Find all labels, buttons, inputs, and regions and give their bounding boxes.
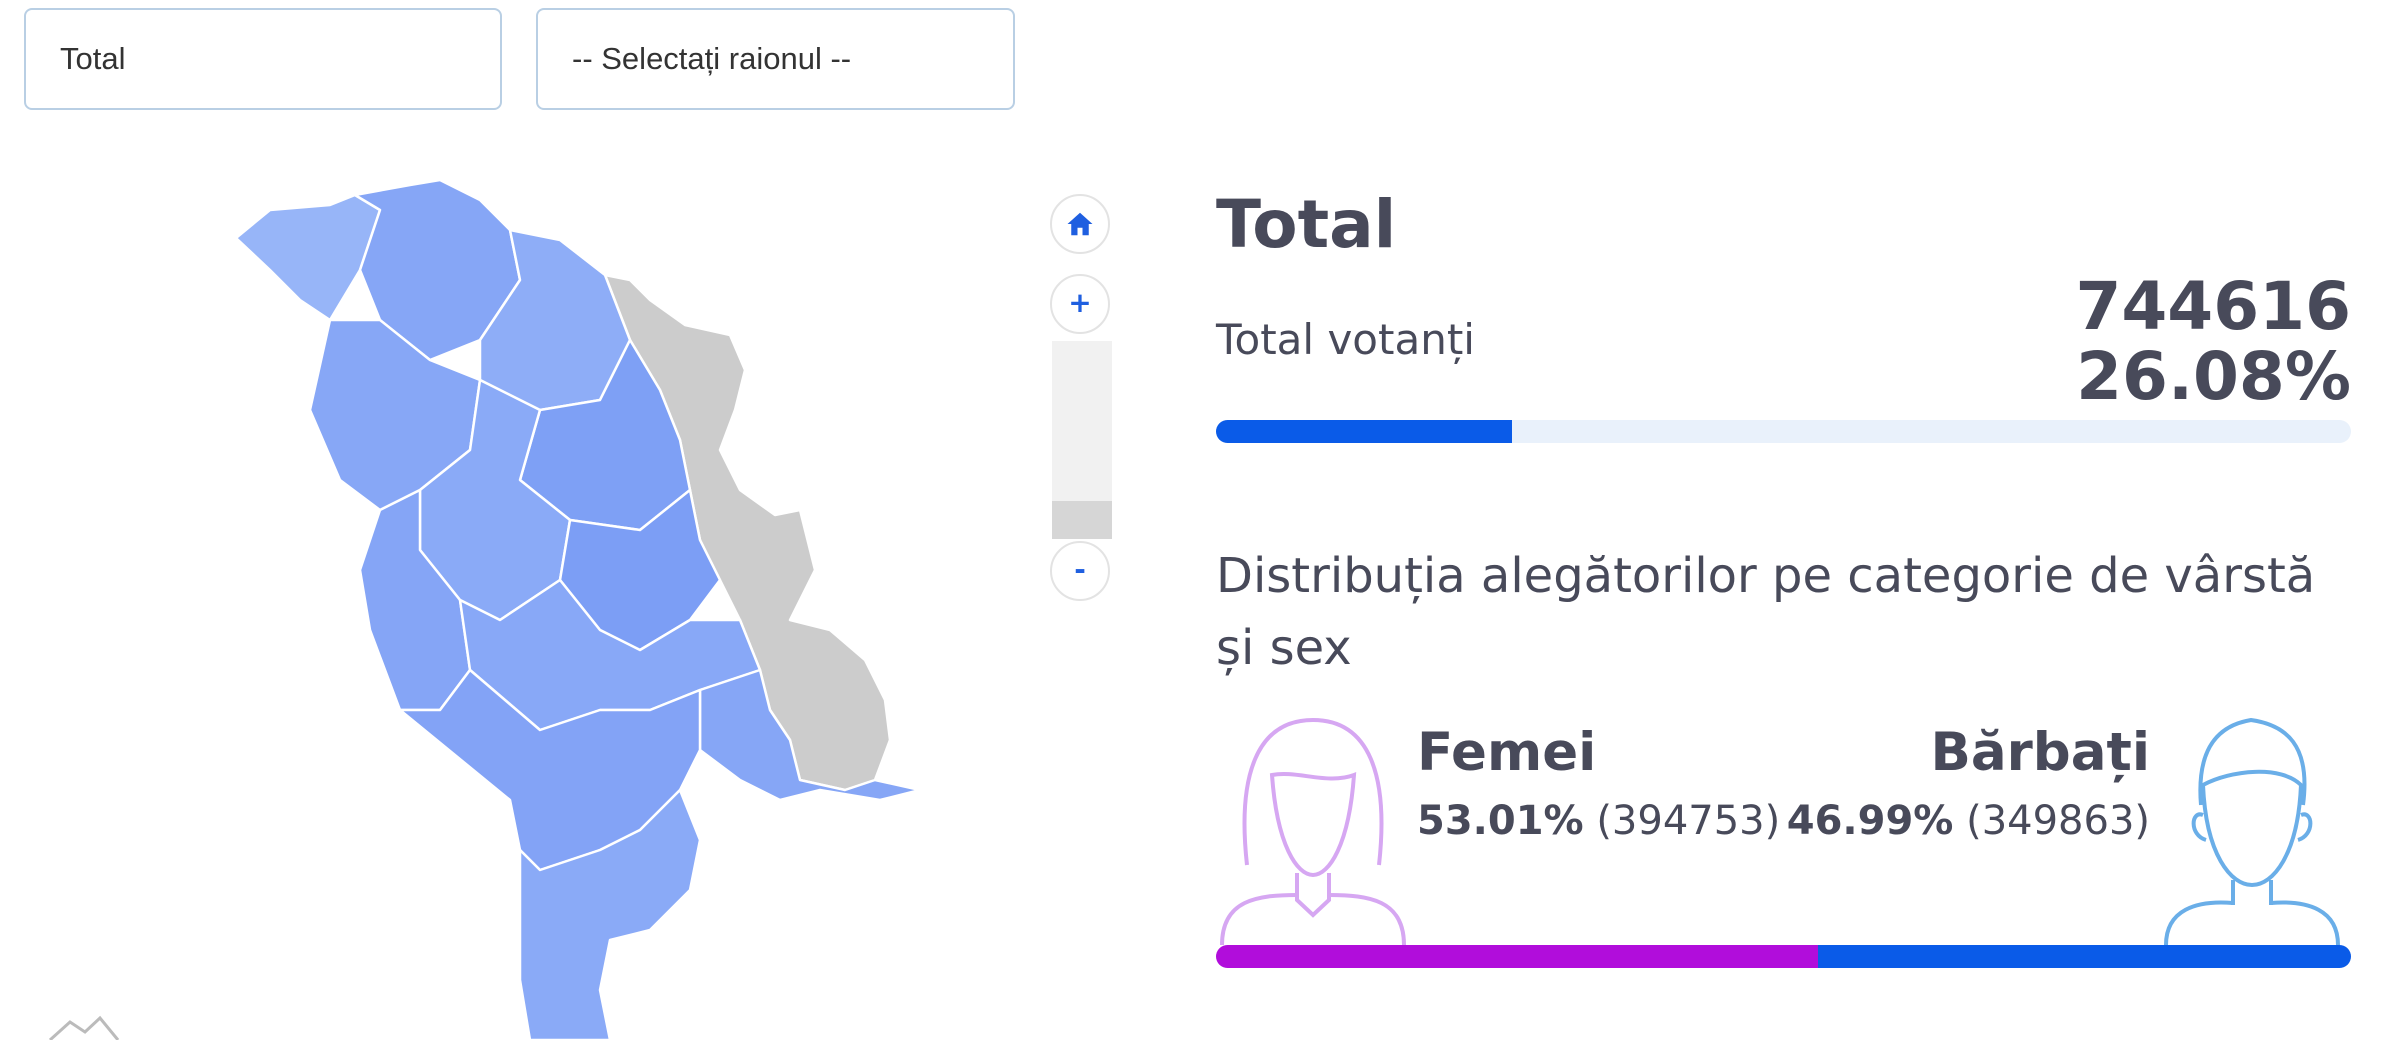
zoom-handle[interactable] (1052, 501, 1112, 539)
women-count: (394753) (1596, 798, 1781, 844)
distribution-title: Distribuția alegătorilor pe categorie de… (1216, 548, 2316, 676)
region-select[interactable]: Total (24, 8, 502, 110)
zoom-in-button[interactable]: + (1050, 274, 1110, 334)
women-stats: 53.01% (394753) (1417, 798, 1780, 844)
map[interactable] (0, 150, 960, 1040)
gender-track (1216, 945, 2351, 968)
district-select[interactable]: -- Selectați raionul -- (536, 8, 1015, 110)
women-label: Femei (1417, 722, 1597, 783)
men-bar (1817, 945, 2351, 968)
logo (48, 1015, 120, 1040)
home-icon (1067, 212, 1093, 236)
women-bar (1216, 945, 1818, 968)
summary-title: Total (1216, 186, 1397, 263)
women-share: 53.01% (1417, 798, 1584, 844)
map-region[interactable] (698, 668, 922, 802)
home-button[interactable] (1050, 194, 1110, 254)
turnout-percent: 26.08% (2076, 338, 2351, 415)
zoom-slider[interactable] (1052, 341, 1112, 539)
men-label: Bărbați (1930, 722, 2150, 783)
map-region[interactable] (518, 788, 702, 1040)
men-share: 46.99% (1786, 798, 1954, 844)
turnout-bar (1216, 420, 1512, 443)
men-count: (349863) (1966, 798, 2150, 844)
women-icon (1220, 717, 1406, 945)
men-icon (2164, 717, 2340, 945)
map-region[interactable] (234, 193, 382, 322)
voters-count: 744616 (2075, 268, 2351, 345)
turnout-track (1216, 420, 2351, 443)
men-stats: 46.99% (349863) (1787, 798, 2150, 844)
voters-label: Total votanți (1216, 315, 1475, 364)
zoom-out-button[interactable]: - (1050, 541, 1110, 601)
